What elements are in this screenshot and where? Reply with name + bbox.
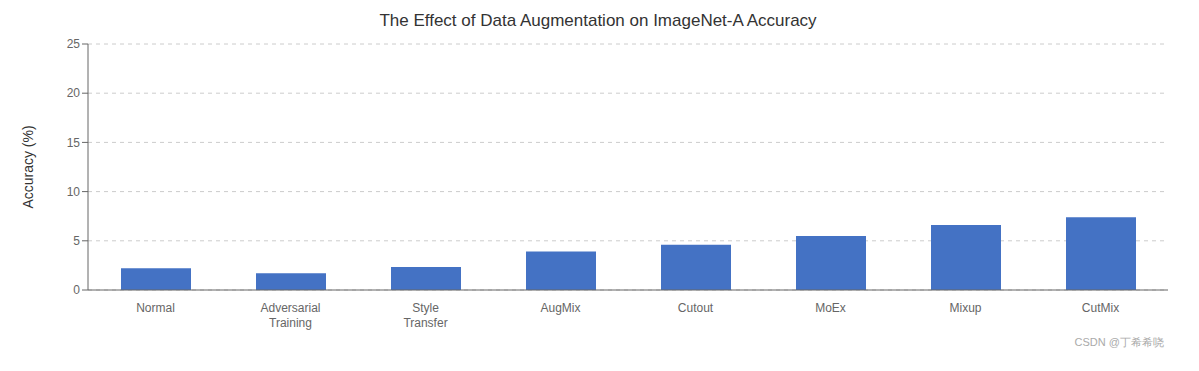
svg-text:AdversarialTraining: AdversarialTraining <box>260 301 320 330</box>
svg-text:0: 0 <box>73 283 80 297</box>
svg-text:MoEx: MoEx <box>815 301 846 315</box>
svg-text:StyleTransfer: StyleTransfer <box>403 301 447 330</box>
svg-text:15: 15 <box>67 136 81 150</box>
svg-text:Cutout: Cutout <box>678 301 714 315</box>
svg-text:Normal: Normal <box>136 301 175 315</box>
svg-text:AugMix: AugMix <box>540 301 580 315</box>
svg-text:Accuracy (%): Accuracy (%) <box>20 125 36 208</box>
svg-text:10: 10 <box>67 185 81 199</box>
html-text:CSDN @丁希希哓: CSDN @丁希希哓 <box>1074 336 1164 348</box>
html-text:The Effect of Data Augmentatio: The Effect of Data Augmentation on Image… <box>379 11 817 30</box>
svg-text:CutMix: CutMix <box>1082 301 1119 315</box>
svg-text:20: 20 <box>67 86 81 100</box>
svg-text:25: 25 <box>67 37 81 51</box>
svg-text:5: 5 <box>73 234 80 248</box>
svg-text:Mixup: Mixup <box>949 301 981 315</box>
